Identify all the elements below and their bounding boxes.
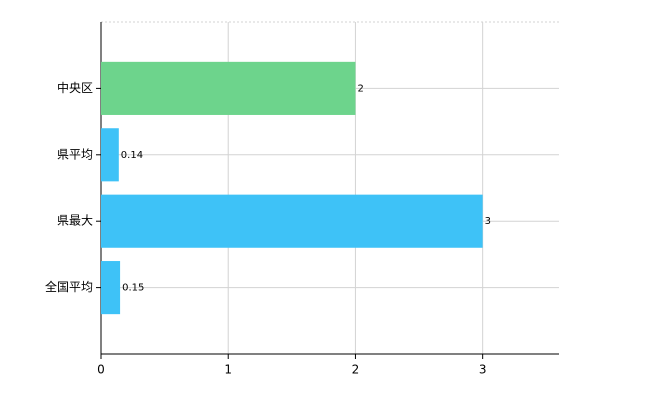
bar bbox=[101, 261, 121, 315]
y-tick-label: 全国平均 bbox=[45, 279, 93, 294]
x-tick-label: 2 bbox=[352, 363, 360, 377]
value-label: 3 bbox=[485, 216, 491, 227]
bar bbox=[101, 61, 356, 115]
value-label: 0.15 bbox=[122, 283, 144, 294]
y-tick-label: 中央区 bbox=[57, 80, 93, 95]
y-tick-label: 県最大 bbox=[57, 214, 93, 228]
x-tick-label: 3 bbox=[479, 363, 487, 377]
bar bbox=[101, 128, 119, 182]
y-tick-label: 県平均 bbox=[57, 147, 93, 161]
value-label: 0.14 bbox=[121, 150, 143, 161]
x-tick-label: 0 bbox=[97, 363, 105, 377]
x-tick-label: 1 bbox=[224, 363, 232, 377]
value-label: 2 bbox=[357, 83, 363, 94]
bar bbox=[101, 194, 483, 248]
